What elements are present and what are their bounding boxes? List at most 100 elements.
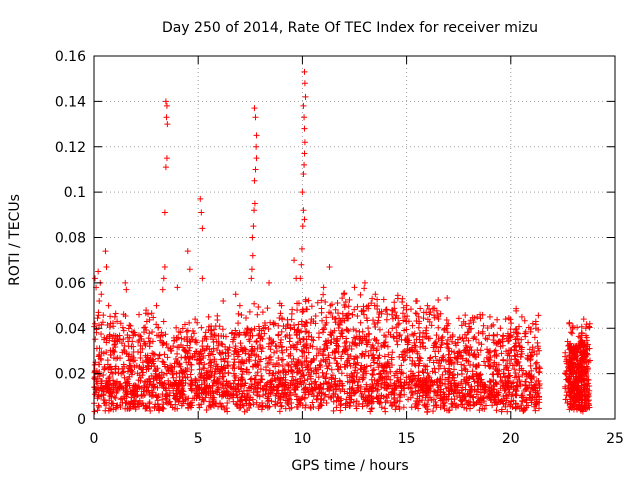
data-point (223, 382, 230, 389)
data-point (339, 386, 346, 393)
data-point (500, 393, 507, 400)
data-point (434, 389, 441, 396)
data-point (134, 370, 141, 377)
data-point (463, 373, 470, 380)
data-point (385, 373, 392, 380)
data-point (278, 336, 285, 343)
data-point (396, 366, 403, 373)
data-point (187, 353, 194, 360)
data-point (111, 348, 118, 355)
data-point (392, 309, 399, 316)
data-point (217, 351, 224, 358)
data-point (464, 400, 471, 407)
data-point (532, 407, 539, 414)
data-point (448, 338, 455, 345)
data-point (235, 386, 242, 393)
data-point (521, 330, 528, 337)
data-point (301, 349, 308, 356)
data-point (526, 371, 533, 378)
data-point (168, 347, 175, 354)
data-point (271, 320, 278, 327)
data-point (388, 356, 395, 363)
data-point (357, 291, 364, 298)
data-point (455, 315, 462, 322)
data-point (235, 364, 242, 371)
data-point (245, 369, 252, 376)
data-point (273, 343, 280, 350)
data-point (298, 245, 305, 252)
data-point (135, 332, 142, 339)
data-point (210, 398, 217, 405)
data-point (172, 395, 179, 402)
data-point (294, 383, 301, 390)
data-point (433, 343, 440, 350)
data-point (193, 395, 200, 402)
data-point (210, 351, 217, 358)
data-point (104, 321, 111, 328)
data-point (511, 352, 518, 359)
data-point (279, 343, 286, 350)
data-point (580, 376, 587, 383)
data-point (303, 319, 310, 326)
data-point (296, 329, 303, 336)
data-point (462, 346, 469, 353)
data-point (300, 335, 307, 342)
data-point (101, 336, 108, 343)
y-tick-label: 0.16 (55, 49, 86, 65)
data-point (207, 394, 214, 401)
data-point (413, 310, 420, 317)
data-point (336, 383, 343, 390)
data-point (150, 314, 157, 321)
data-point (91, 367, 98, 374)
data-point (121, 363, 128, 370)
data-point (584, 346, 591, 353)
data-point (146, 330, 153, 337)
data-point (534, 339, 541, 346)
data-point (278, 328, 285, 335)
data-point (505, 384, 512, 391)
data-point (355, 379, 362, 386)
data-point (137, 333, 144, 340)
data-point (163, 102, 170, 109)
data-point (354, 313, 361, 320)
data-point (238, 393, 245, 400)
data-point (261, 330, 268, 337)
data-point (444, 336, 451, 343)
data-point (204, 382, 211, 389)
data-point (283, 346, 290, 353)
data-point (351, 334, 358, 341)
data-point (214, 316, 221, 323)
data-point (288, 316, 295, 323)
data-point (264, 398, 271, 405)
data-point (583, 377, 590, 384)
data-point (314, 299, 321, 306)
data-point (282, 405, 289, 412)
data-point (443, 407, 450, 414)
data-point (396, 320, 403, 327)
data-point (219, 326, 226, 333)
data-point (535, 377, 542, 384)
data-point (488, 387, 495, 394)
data-point (255, 362, 262, 369)
data-point (274, 384, 281, 391)
data-point (335, 343, 342, 350)
data-point (304, 306, 311, 313)
data-point (404, 313, 411, 320)
y-tick-label: 0.06 (55, 276, 86, 292)
data-point (186, 319, 193, 326)
data-point (301, 150, 308, 157)
data-point (225, 347, 232, 354)
data-point (245, 351, 252, 358)
data-point (172, 396, 179, 403)
data-point (291, 386, 298, 393)
data-point (199, 396, 206, 403)
data-point (502, 316, 509, 323)
data-point (235, 320, 242, 327)
data-point (257, 366, 264, 373)
data-point (372, 291, 379, 298)
data-point (148, 387, 155, 394)
data-point (143, 357, 150, 364)
data-point (243, 394, 250, 401)
data-point (231, 331, 238, 338)
